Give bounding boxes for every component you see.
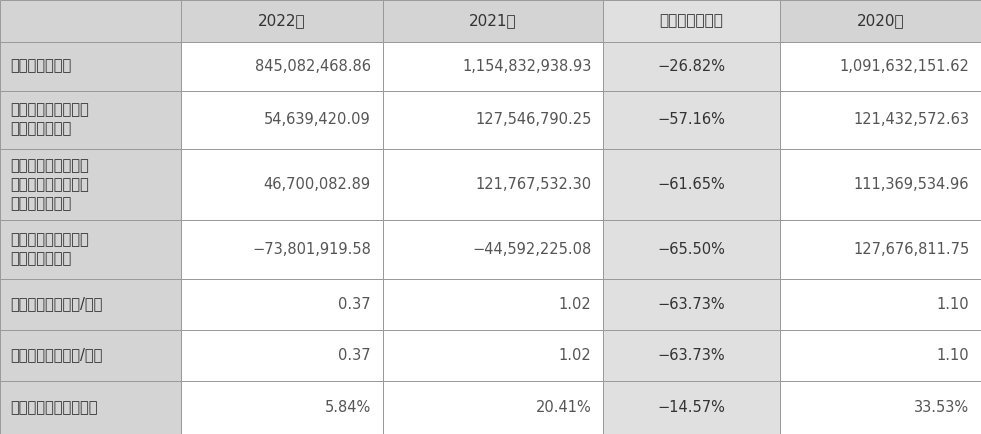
Text: 20.41%: 20.41% <box>536 400 592 415</box>
Bar <box>383 91 603 148</box>
Bar <box>780 42 981 91</box>
Text: 1,154,832,938.93: 1,154,832,938.93 <box>462 59 592 74</box>
Bar <box>181 381 383 434</box>
Bar <box>383 42 603 91</box>
Bar <box>181 148 383 220</box>
Bar <box>383 0 603 42</box>
Bar <box>383 381 603 434</box>
Text: −44,592,225.08: −44,592,225.08 <box>472 242 592 257</box>
Bar <box>383 220 603 279</box>
Bar <box>383 148 603 220</box>
Text: −26.82%: −26.82% <box>657 59 726 74</box>
Text: 127,546,790.25: 127,546,790.25 <box>475 112 592 127</box>
Text: 经营活动产生的现金
流量净额（元）: 经营活动产生的现金 流量净额（元） <box>10 232 88 266</box>
Bar <box>0 148 181 220</box>
Text: 2022年: 2022年 <box>258 13 306 28</box>
Text: 54,639,420.09: 54,639,420.09 <box>264 112 371 127</box>
Text: 111,369,534.96: 111,369,534.96 <box>853 177 969 192</box>
Text: 127,676,811.75: 127,676,811.75 <box>852 242 969 257</box>
Text: 基本每股收益（元/股）: 基本每股收益（元/股） <box>10 296 102 312</box>
Text: 1.02: 1.02 <box>559 296 592 312</box>
Text: 2020年: 2020年 <box>856 13 904 28</box>
Text: 1.10: 1.10 <box>937 348 969 362</box>
Bar <box>0 91 181 148</box>
Bar <box>603 148 780 220</box>
Bar <box>603 381 780 434</box>
Bar <box>383 329 603 381</box>
Bar <box>780 91 981 148</box>
Text: 1.02: 1.02 <box>559 348 592 362</box>
Text: 营业收入（元）: 营业收入（元） <box>10 59 71 74</box>
Text: 1,091,632,151.62: 1,091,632,151.62 <box>840 59 969 74</box>
Bar <box>181 220 383 279</box>
Text: 本年比上年增减: 本年比上年增减 <box>659 13 724 28</box>
Text: −57.16%: −57.16% <box>657 112 726 127</box>
Text: 归属于上市公司股东
的扣除非经常性损益
的净利润（元）: 归属于上市公司股东 的扣除非经常性损益 的净利润（元） <box>10 158 88 211</box>
Text: 0.37: 0.37 <box>338 348 371 362</box>
Bar <box>0 381 181 434</box>
Text: 121,767,532.30: 121,767,532.30 <box>476 177 592 192</box>
Bar <box>0 329 181 381</box>
Text: 0.37: 0.37 <box>338 296 371 312</box>
Bar <box>780 329 981 381</box>
Text: 加权平均净资产收益率: 加权平均净资产收益率 <box>10 400 97 415</box>
Text: 121,432,572.63: 121,432,572.63 <box>853 112 969 127</box>
Bar <box>603 42 780 91</box>
Bar <box>603 279 780 329</box>
Bar <box>603 329 780 381</box>
Text: 2021年: 2021年 <box>469 13 517 28</box>
Bar <box>780 279 981 329</box>
Text: −73,801,919.58: −73,801,919.58 <box>252 242 371 257</box>
Text: 1.10: 1.10 <box>937 296 969 312</box>
Bar <box>181 329 383 381</box>
Bar <box>181 0 383 42</box>
Bar <box>383 279 603 329</box>
Bar <box>780 0 981 42</box>
Bar <box>780 148 981 220</box>
Text: −63.73%: −63.73% <box>658 296 725 312</box>
Text: −65.50%: −65.50% <box>657 242 726 257</box>
Bar <box>181 279 383 329</box>
Bar <box>181 91 383 148</box>
Text: −61.65%: −61.65% <box>657 177 726 192</box>
Bar <box>0 220 181 279</box>
Text: 归属于上市公司股东
的净利润（元）: 归属于上市公司股东 的净利润（元） <box>10 102 88 137</box>
Text: 5.84%: 5.84% <box>325 400 371 415</box>
Bar <box>603 0 780 42</box>
Bar <box>603 91 780 148</box>
Text: 845,082,468.86: 845,082,468.86 <box>255 59 371 74</box>
Bar <box>0 279 181 329</box>
Text: 稀释每股收益（元/股）: 稀释每股收益（元/股） <box>10 348 102 362</box>
Text: −63.73%: −63.73% <box>658 348 725 362</box>
Bar <box>780 220 981 279</box>
Text: −14.57%: −14.57% <box>657 400 726 415</box>
Bar <box>0 0 181 42</box>
Bar <box>603 220 780 279</box>
Bar <box>0 42 181 91</box>
Bar <box>181 42 383 91</box>
Text: 33.53%: 33.53% <box>914 400 969 415</box>
Text: 46,700,082.89: 46,700,082.89 <box>264 177 371 192</box>
Bar <box>780 381 981 434</box>
